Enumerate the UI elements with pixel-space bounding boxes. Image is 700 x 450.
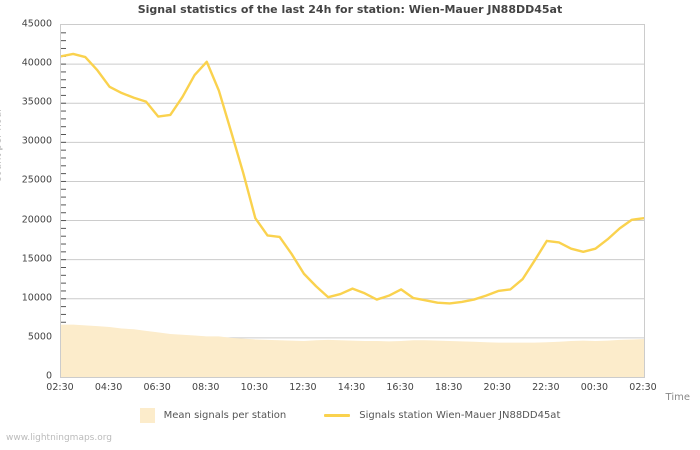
x-tick-label: 10:30	[240, 382, 269, 393]
plot-area	[60, 24, 645, 378]
x-tick-label: 08:30	[192, 382, 220, 393]
y-tick-label: 35000	[21, 96, 52, 108]
x-tick-label: 12:30	[289, 382, 317, 393]
y-tick-label: 25000	[21, 174, 52, 186]
chart-legend: Mean signals per station Signals station…	[0, 408, 700, 423]
legend-item-mean[interactable]: Mean signals per station	[139, 408, 287, 423]
gridlines	[61, 63, 644, 339]
legend-item-station[interactable]: Signals station Wien-Mauer JN88DD45at	[324, 410, 560, 421]
mean-signals-area	[61, 324, 644, 377]
y-tick-label: 15000	[21, 253, 52, 265]
y-tick-label: 45000	[21, 18, 52, 30]
y-tick-label: 40000	[21, 57, 52, 69]
y-tick-label: 5000	[27, 331, 52, 343]
x-axis-title: Time	[665, 392, 690, 403]
y-tick-label: 0	[45, 370, 52, 382]
y-tick-label: 30000	[21, 135, 52, 147]
axis-minor-ticks	[61, 32, 644, 377]
x-tick-label: 18:30	[434, 382, 463, 393]
x-tick-label: 22:30	[532, 382, 560, 393]
legend-label-station: Signals station Wien-Mauer JN88DD45at	[359, 410, 561, 421]
watermark: www.lightningmaps.org	[6, 433, 112, 443]
station-signals-line	[61, 52, 644, 305]
legend-label-mean: Mean signals per station	[163, 410, 287, 421]
x-tick-label: 14:30	[337, 382, 366, 393]
x-tick-label: 20:30	[483, 382, 511, 393]
line-swatch-icon	[324, 414, 351, 417]
x-tick-label: 02:30	[629, 382, 657, 393]
x-tick-label: 00:30	[580, 382, 609, 393]
x-tick-label: 16:30	[386, 382, 414, 393]
y-tick-label: 20000	[21, 214, 52, 226]
x-tick-label: 02:30	[46, 382, 74, 393]
plot-svg	[61, 32, 644, 377]
chart-title: Signal statistics of the last 24h for st…	[137, 3, 563, 16]
x-tick-label: 04:30	[94, 382, 123, 393]
x-tick-label: 06:30	[143, 382, 171, 393]
area-swatch-icon	[139, 408, 155, 423]
y-tick-label: 10000	[21, 292, 52, 304]
y-axis-title: Count per hour	[0, 107, 4, 184]
